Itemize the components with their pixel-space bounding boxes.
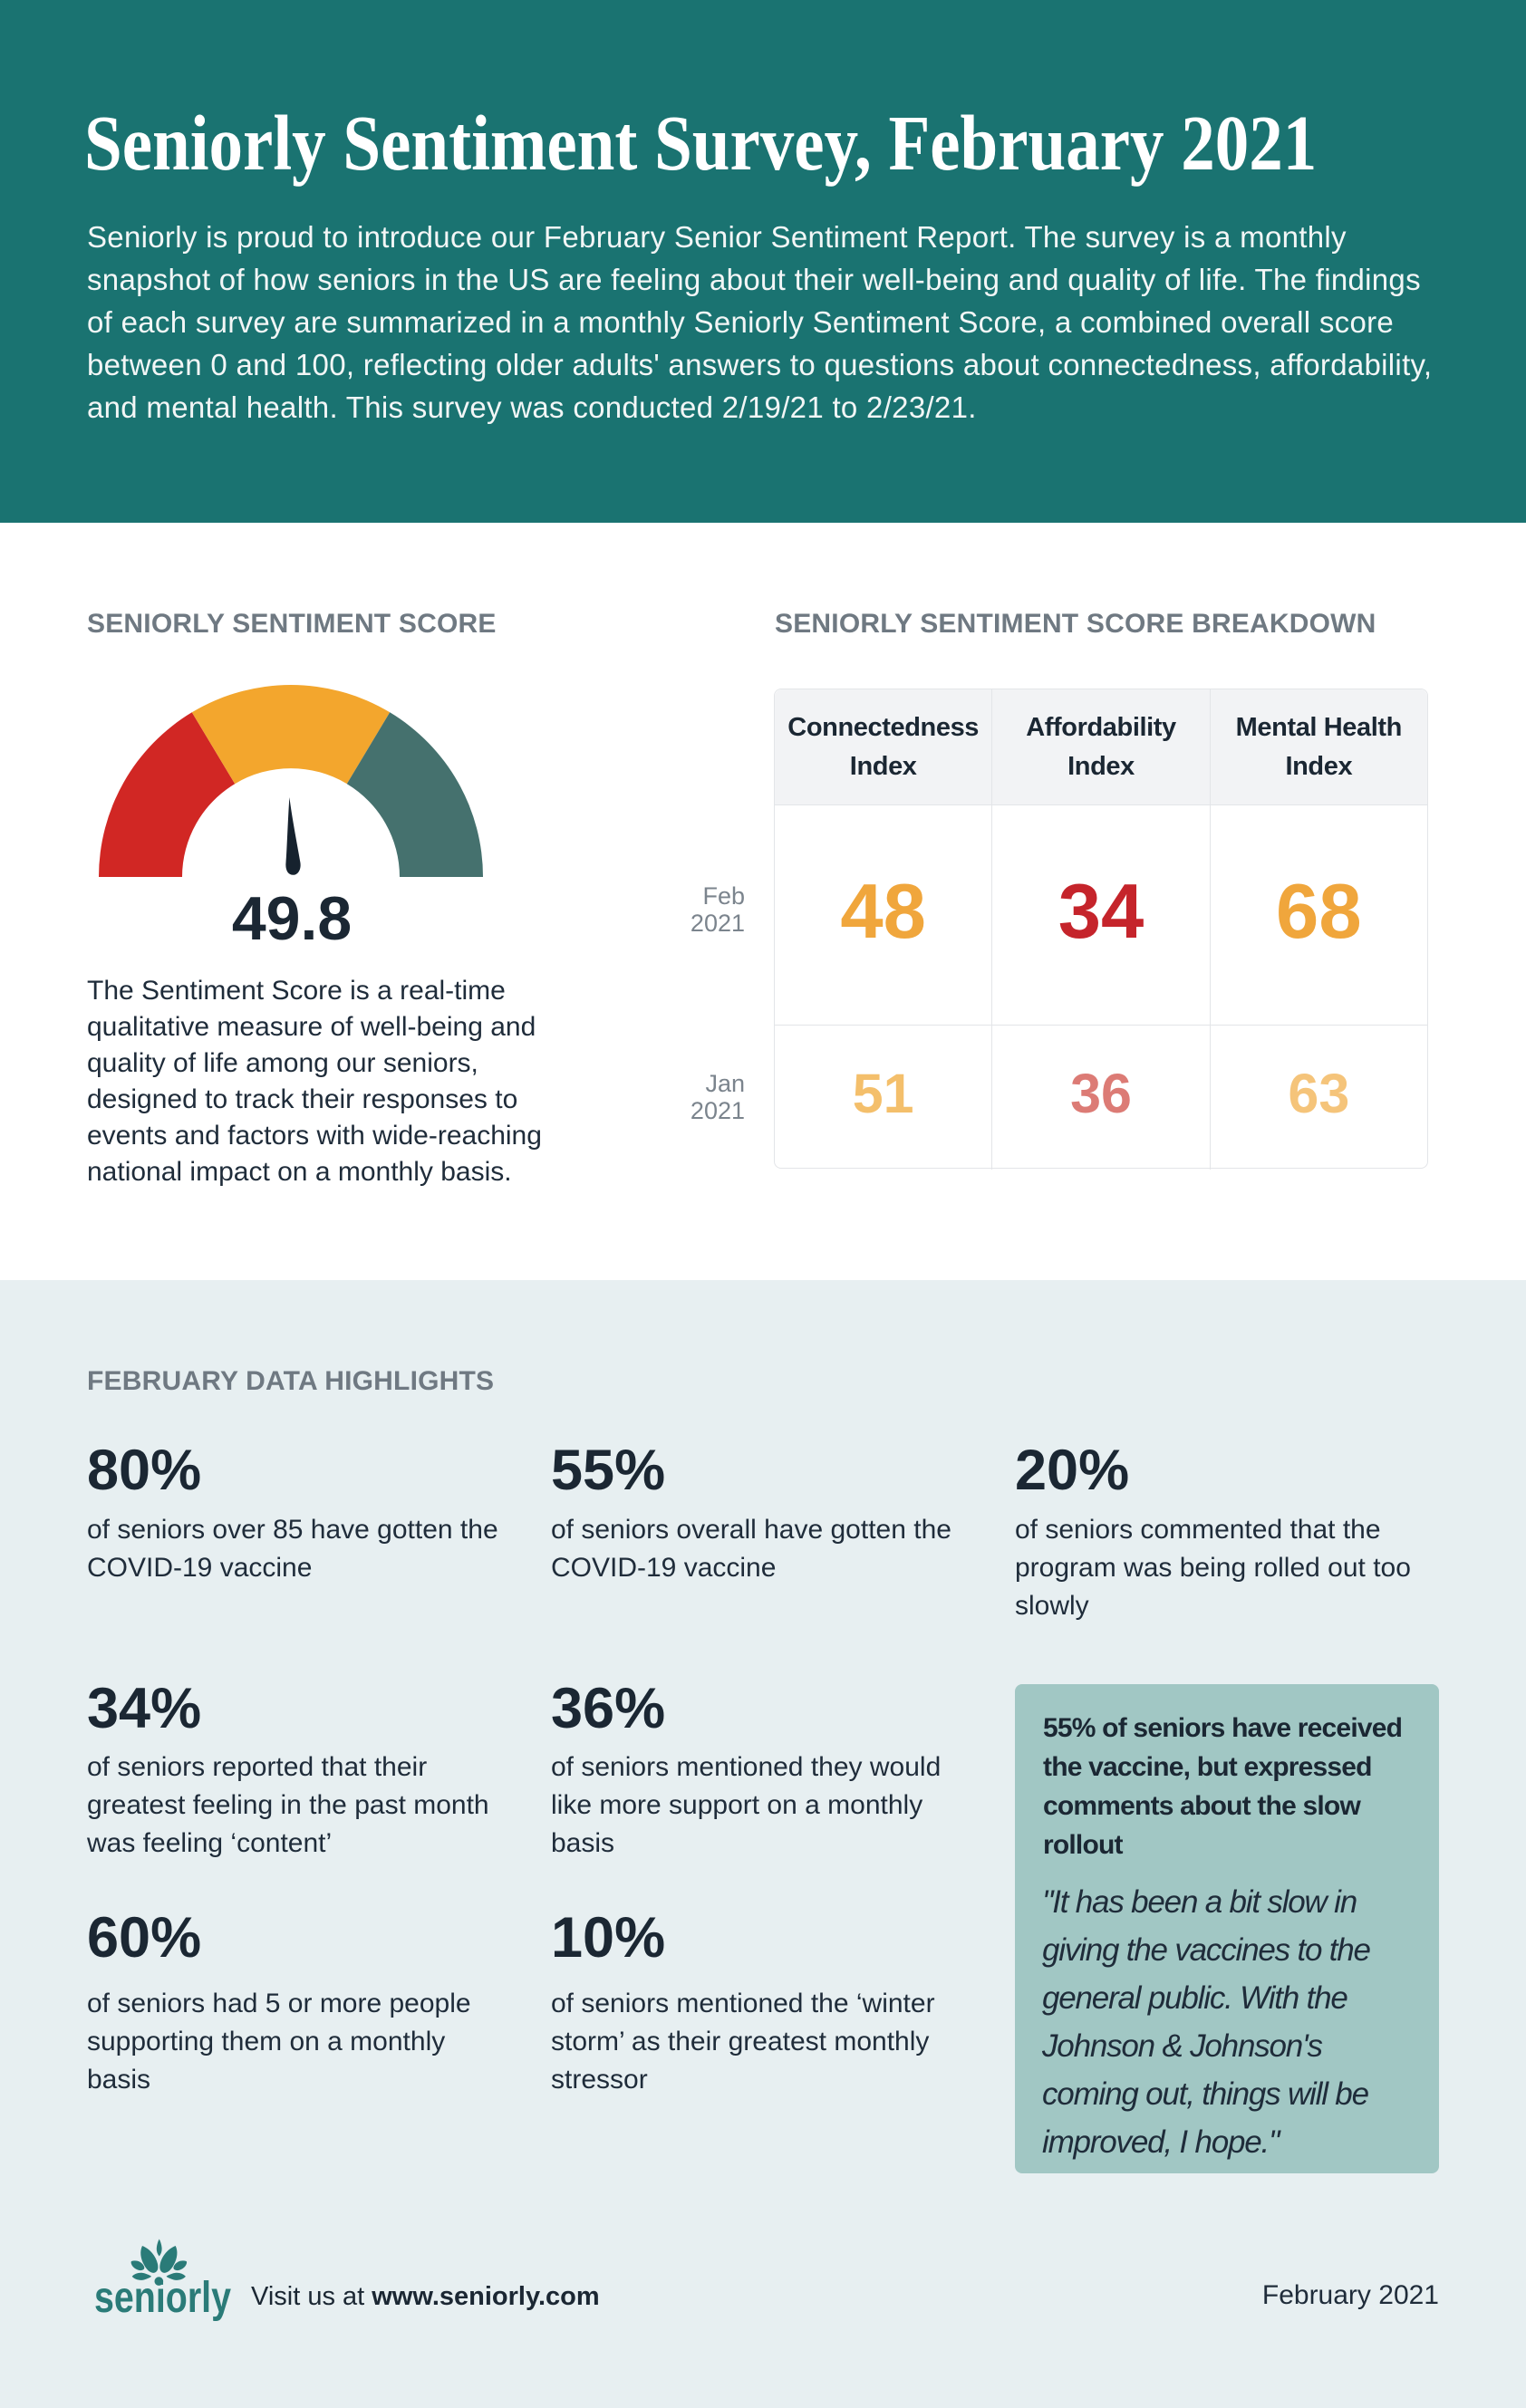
svg-text:seniorly: seniorly — [94, 2274, 231, 2322]
